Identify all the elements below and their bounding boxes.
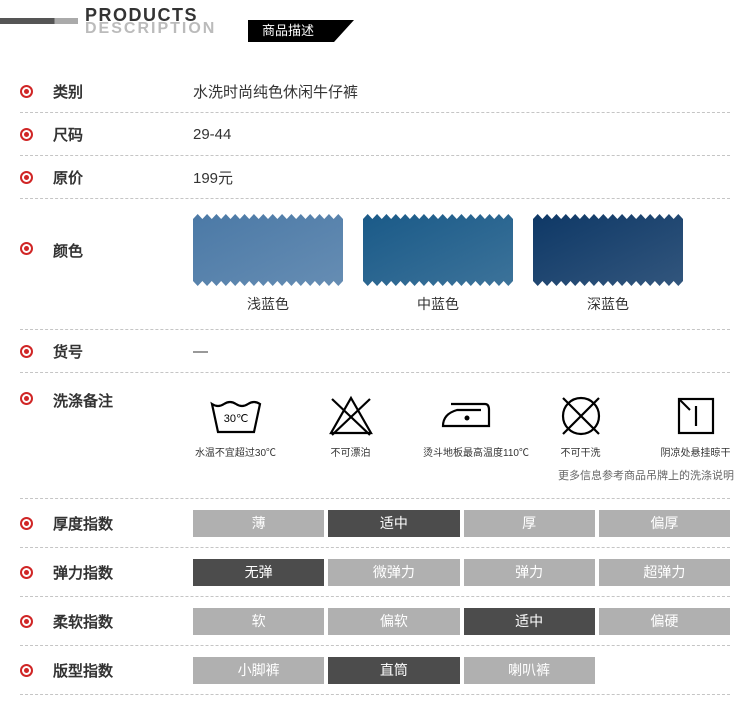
index-cell: 微弹力	[328, 559, 459, 586]
bullet-icon	[20, 85, 33, 98]
bullet-icon	[20, 242, 33, 255]
bullet-icon	[20, 517, 33, 530]
row-stretch: 弹力指数 无弹微弹力弹力超弹力	[20, 548, 730, 597]
index-cell: 偏厚	[599, 510, 730, 537]
label-price: 原价	[53, 167, 193, 188]
label-wash: 洗涤备注	[53, 390, 193, 411]
wash-item: 30℃ 水温不宜超过30℃	[193, 392, 278, 459]
index-bar-soft: 软偏软适中偏硬	[193, 608, 730, 635]
bullet-icon	[20, 392, 33, 405]
wash-row: 30℃ 水温不宜超过30℃ 不可漂泊 烫斗地板最高温度110℃ 不可干洗 阴凉处悬挂晾干	[193, 392, 738, 459]
index-cell: 直筒	[328, 657, 459, 684]
bullet-icon	[20, 128, 33, 141]
row-category: 类别 水洗时尚纯色休闲牛仔裤	[20, 70, 730, 113]
wash-icon: 30℃	[193, 392, 278, 440]
index-bar-thickness: 薄适中厚偏厚	[193, 510, 730, 537]
wash-note: 更多信息参考商品吊牌上的洗涤说明	[193, 467, 734, 483]
row-price: 原价 199元	[20, 156, 730, 199]
swatch-item: 深蓝色	[533, 214, 683, 314]
wash-text: 烫斗地板最高温度110℃	[423, 444, 508, 459]
label-category: 类别	[53, 81, 193, 102]
wash-wrap: 30℃水温不宜超过30℃不可漂泊烫斗地板最高温度110℃不可干洗阴凉处悬挂晾干 …	[193, 388, 738, 483]
wash-text: 阴凉处悬挂晾干	[653, 444, 738, 459]
row-size: 尺码 29-44	[20, 113, 730, 156]
index-cell: 薄	[193, 510, 324, 537]
index-cell: 喇叭裤	[464, 657, 595, 684]
svg-text:30℃: 30℃	[223, 413, 248, 425]
label-stretch: 弹力指数	[53, 562, 193, 583]
value-size: 29-44	[193, 126, 231, 143]
header: PRODUCTS DESCRIPTION 商品描述	[0, 0, 750, 56]
value-sku: —	[193, 343, 208, 360]
row-color: 颜色 浅蓝色 中蓝色 深蓝色	[20, 199, 730, 330]
label-soft: 柔软指数	[53, 611, 193, 632]
row-fit: 版型指数 小脚裤直筒喇叭裤	[20, 646, 730, 695]
index-cell: 超弹力	[599, 559, 730, 586]
index-bar-stretch: 无弹微弹力弹力超弹力	[193, 559, 730, 586]
bullet-icon	[20, 664, 33, 677]
label-thickness: 厚度指数	[53, 513, 193, 534]
wash-item: 烫斗地板最高温度110℃	[423, 392, 508, 459]
value-category: 水洗时尚纯色休闲牛仔裤	[193, 81, 358, 102]
swatch-label: 深蓝色	[533, 294, 683, 314]
index-bar-fit: 小脚裤直筒喇叭裤	[193, 657, 730, 684]
swatch-label: 浅蓝色	[193, 294, 343, 314]
label-sku: 货号	[53, 341, 193, 362]
label-fit: 版型指数	[53, 660, 193, 681]
fabric-swatch	[363, 214, 513, 286]
index-cell: 弹力	[464, 559, 595, 586]
wash-item: 不可干洗	[538, 392, 623, 459]
swatch-row: 浅蓝色 中蓝色 深蓝色	[193, 214, 683, 314]
wash-text: 水温不宜超过30℃	[193, 444, 278, 459]
index-cell: 软	[193, 608, 324, 635]
bullet-icon	[20, 615, 33, 628]
row-soft: 柔软指数 软偏软适中偏硬	[20, 597, 730, 646]
row-sku: 货号 —	[20, 330, 730, 373]
wash-text: 不可干洗	[538, 444, 623, 459]
wash-icon	[308, 392, 393, 440]
index-cell: 无弹	[193, 559, 324, 586]
wash-item: 不可漂泊	[308, 392, 393, 459]
wash-icon	[538, 392, 623, 440]
row-thickness: 厚度指数 薄适中厚偏厚	[20, 499, 730, 548]
wash-text: 不可漂泊	[308, 444, 393, 459]
label-size: 尺码	[53, 124, 193, 145]
bullet-icon	[20, 345, 33, 358]
bullet-icon	[20, 566, 33, 579]
fabric-swatch	[193, 214, 343, 286]
bullet-icon	[20, 171, 33, 184]
index-cell: 适中	[464, 608, 595, 635]
value-price: 199元	[193, 167, 233, 188]
header-accent-bar	[0, 18, 78, 24]
header-title: PRODUCTS DESCRIPTION	[85, 6, 216, 40]
spec-table: 类别 水洗时尚纯色休闲牛仔裤 尺码 29-44 原价 199元 颜色 浅蓝色 中…	[0, 56, 750, 715]
index-cell: 适中	[328, 510, 459, 537]
label-color: 颜色	[53, 240, 193, 261]
swatch-label: 中蓝色	[363, 294, 513, 314]
row-wash: 洗涤备注 30℃水温不宜超过30℃不可漂泊烫斗地板最高温度110℃不可干洗阴凉处…	[20, 373, 730, 499]
wash-icon	[423, 392, 508, 440]
swatch-item: 中蓝色	[363, 214, 513, 314]
index-cell: 偏硬	[599, 608, 730, 635]
fabric-swatch	[533, 214, 683, 286]
header-black-label: 商品描述	[248, 20, 354, 42]
header-title-line2: DESCRIPTION	[85, 21, 216, 37]
index-cell: 小脚裤	[193, 657, 324, 684]
wash-icon	[653, 392, 738, 440]
index-cell: 偏软	[328, 608, 459, 635]
swatch-item: 浅蓝色	[193, 214, 343, 314]
index-cell: 厚	[464, 510, 595, 537]
wash-item: 阴凉处悬挂晾干	[653, 392, 738, 459]
